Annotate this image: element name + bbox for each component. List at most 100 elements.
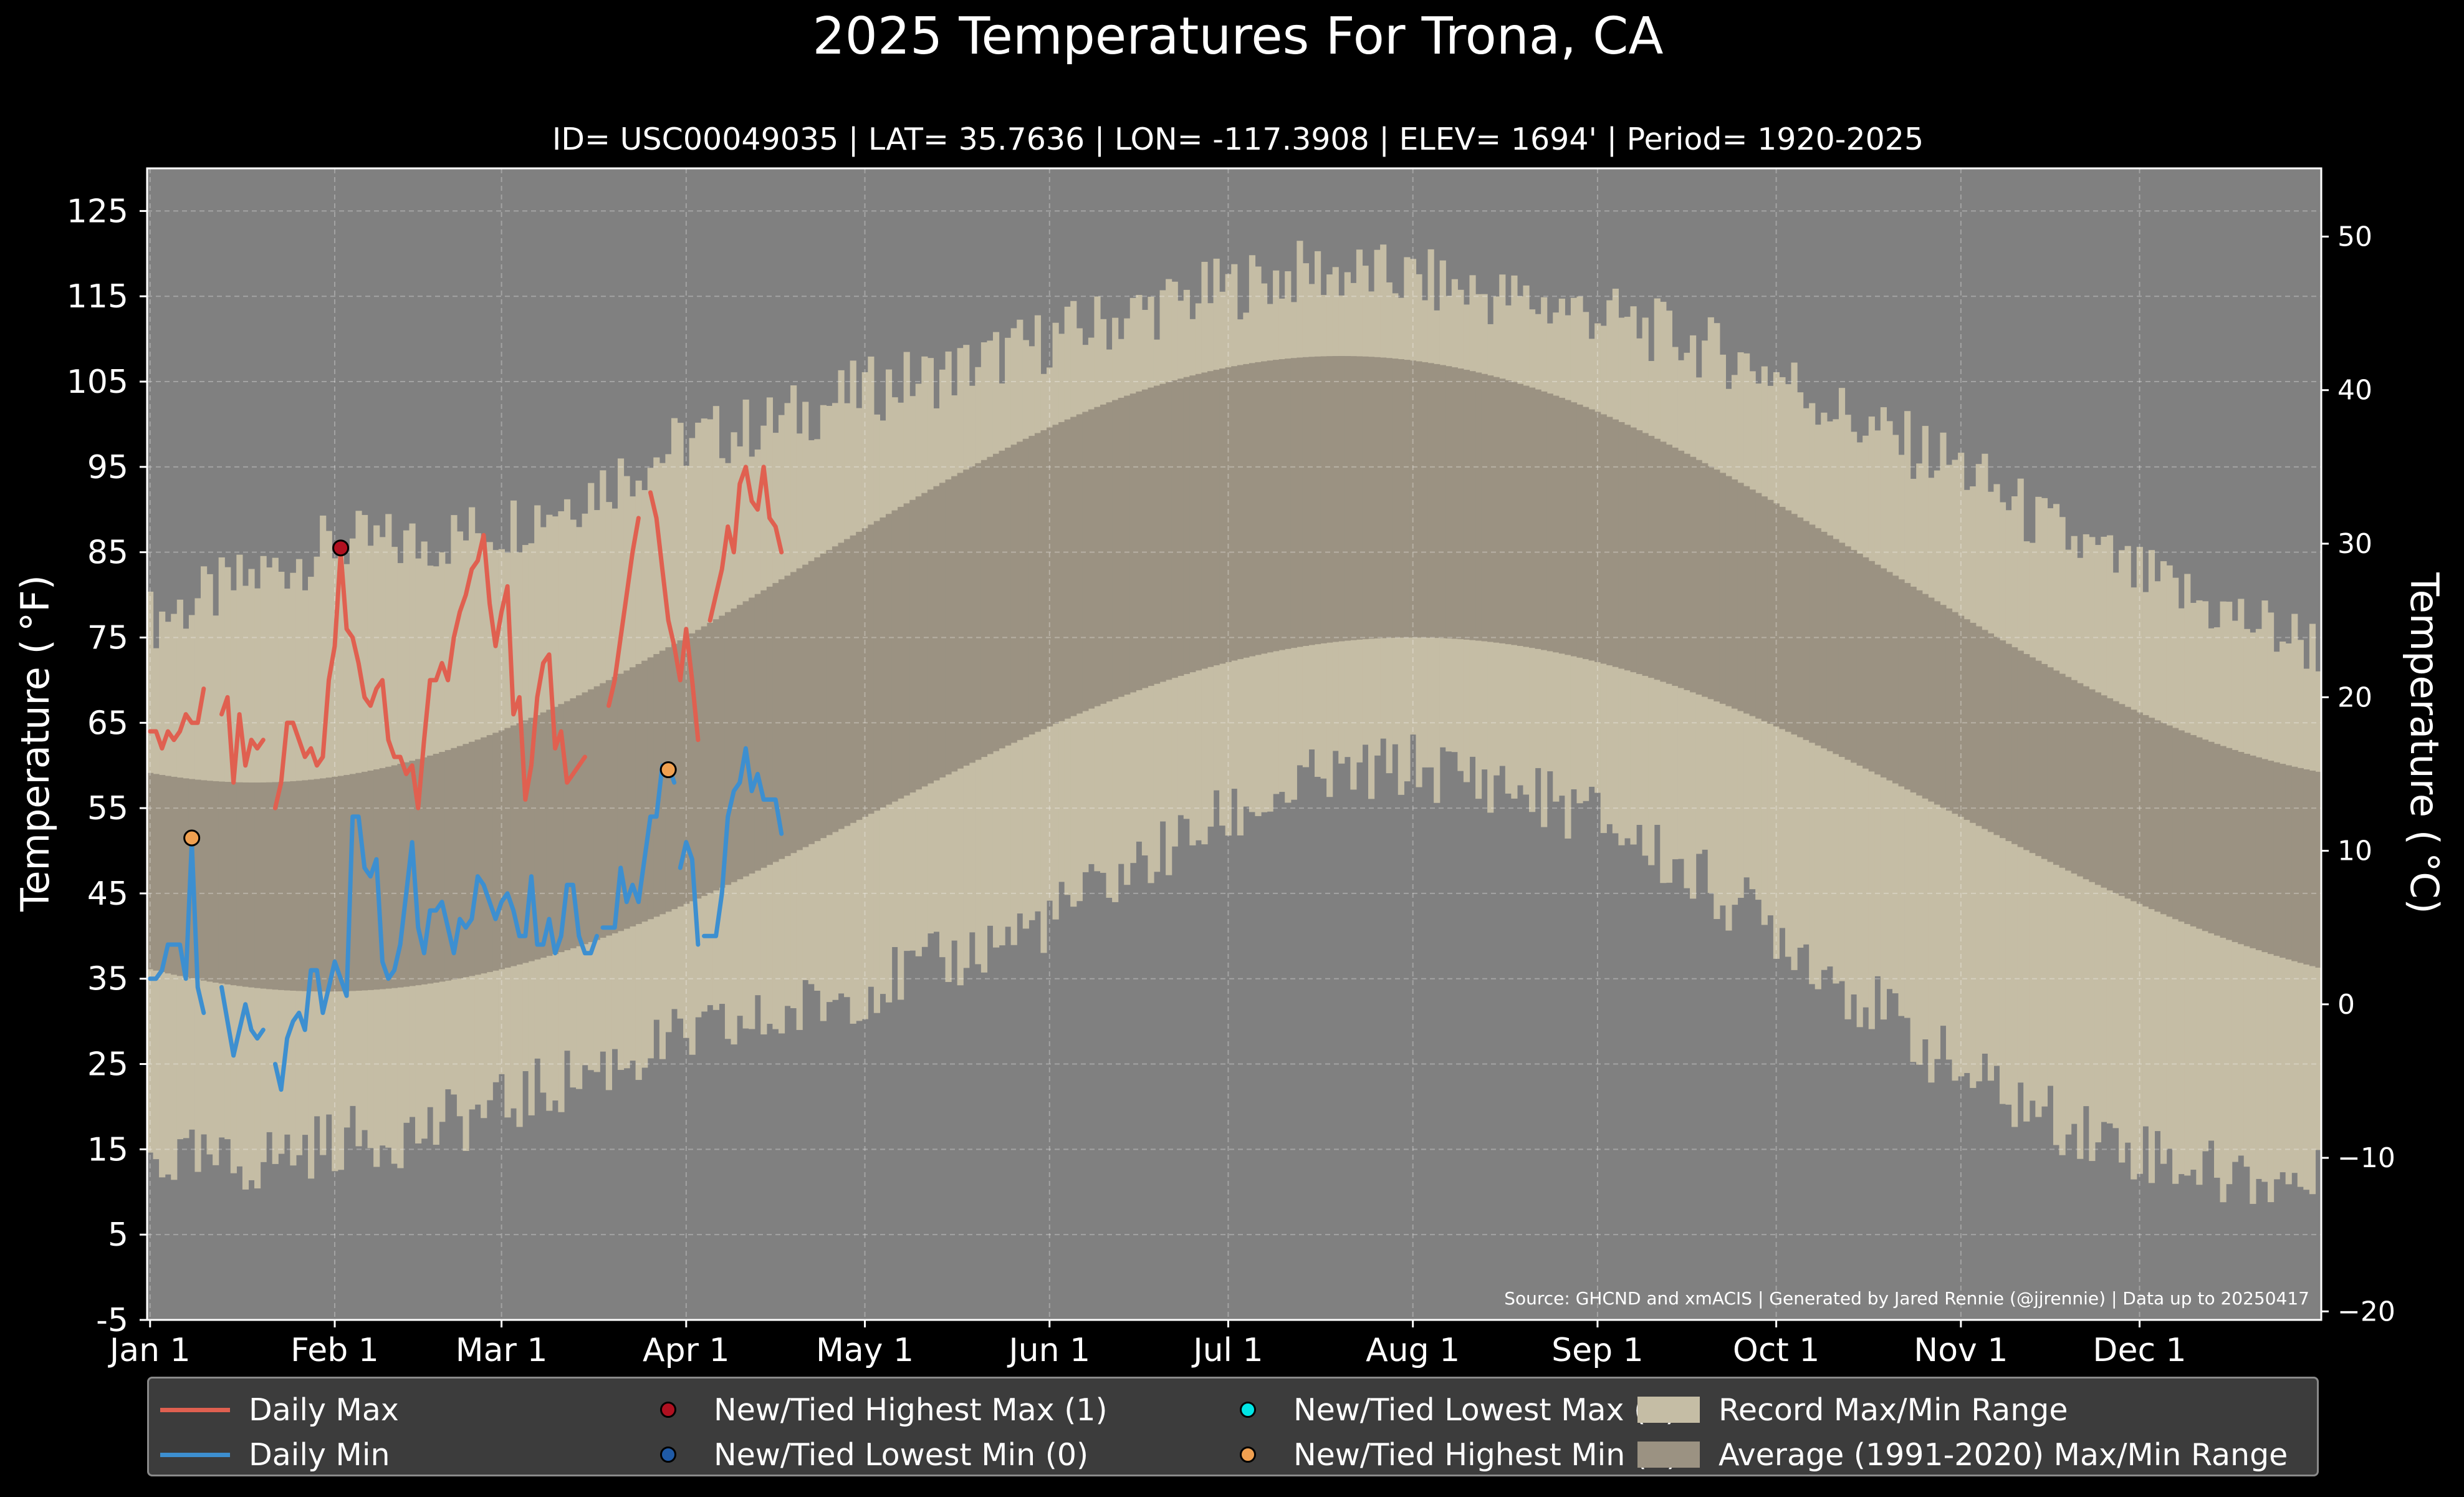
x-tick-label: Dec 1 [2092, 1332, 2186, 1369]
y-axis-label-left: Temperature ( °F) [12, 575, 58, 912]
normal-range-bar [534, 715, 541, 960]
normal-range-bar [552, 706, 558, 955]
normal-range-bar [802, 564, 809, 847]
normal-range-bar [302, 780, 309, 991]
normal-range-bar [814, 557, 821, 841]
normal-range-bar [1702, 463, 1709, 697]
normal-range-bar [1141, 389, 1149, 688]
normal-range-bar [456, 746, 464, 979]
normal-range-bar [415, 759, 422, 986]
normal-range-bar [1409, 360, 1417, 638]
normal-range-bar [820, 554, 827, 839]
normal-range-bar [1189, 375, 1196, 673]
normal-range-bar [969, 466, 976, 763]
normal-range-bar [593, 686, 600, 940]
y-tick-label-f: 85 [87, 534, 128, 572]
normal-range-bar [647, 657, 654, 920]
normal-range-bar [1350, 356, 1357, 640]
normal-range-bar [1725, 476, 1732, 706]
normal-range-bar [1297, 357, 1303, 647]
daily-min-line [702, 746, 784, 938]
normal-range-bar [1880, 568, 1887, 777]
normal-range-bar [528, 718, 535, 961]
normal-range-bar [1112, 400, 1119, 700]
y-tick-label-c: 40 [2337, 375, 2372, 407]
normal-range-bar [2047, 667, 2054, 862]
normal-range-bar [1642, 433, 1649, 676]
normal-range-bar [1583, 407, 1589, 660]
normal-range-bar [1052, 425, 1059, 724]
normal-range-bar [992, 453, 1000, 751]
legend-label: New/Tied Highest Min (2) [1293, 1437, 1679, 1473]
normal-range-bar [570, 698, 577, 948]
normal-range-bar [463, 744, 469, 978]
normal-range-bar [635, 664, 642, 925]
normal-range-bar [1940, 605, 1947, 808]
daily-min-line [148, 840, 206, 1015]
normal-range-bar [975, 463, 982, 760]
normal-range-bar [206, 781, 213, 982]
y-tick-label-c: −20 [2337, 1296, 2395, 1327]
legend-entry-high-max: New/Tied Highest Max (1) [660, 1391, 1108, 1428]
normal-range-bar [1677, 450, 1685, 688]
normal-range-bar [2315, 771, 2322, 968]
normal-range-bar [2196, 737, 2203, 929]
normal-range-bar [1624, 425, 1631, 671]
x-tick-label: May 1 [816, 1332, 914, 1369]
normal-range-bar [1463, 370, 1470, 640]
normal-range-bar [2023, 654, 2030, 850]
normal-range-bar [1261, 361, 1268, 654]
normal-range-bar [1862, 557, 1869, 769]
normal-range-bar [2261, 759, 2268, 953]
normal-range-bar [2083, 686, 2089, 880]
normal-range-bar [540, 712, 547, 958]
normal-range-bar [1416, 361, 1422, 638]
normal-range-bar [1017, 441, 1023, 740]
normal-range-bar [1690, 456, 1697, 693]
normal-range-bar [201, 780, 208, 981]
normal-range-bar [963, 469, 970, 766]
normal-range-bar [999, 450, 1005, 749]
normal-range-bar [915, 496, 922, 790]
normal-range-bar [1588, 409, 1595, 661]
normal-range-bar [266, 782, 273, 989]
normal-range-bars [147, 355, 2322, 992]
normal-range-bar [1392, 359, 1399, 638]
normal-range-bar [1874, 564, 1881, 775]
normal-range-bar [605, 680, 612, 936]
normal-range-bar [314, 779, 320, 992]
normal-range-bar [546, 710, 553, 956]
legend-item-daily-min: Daily Min [149, 1436, 390, 1473]
normal-range-bar [2303, 769, 2310, 965]
normal-range-bar [2166, 725, 2173, 917]
normal-range-bar [1570, 402, 1578, 657]
x-tick-label: Mar 1 [456, 1332, 548, 1369]
new-high-max-marker-icon [660, 1402, 676, 1418]
normal-range-bar [278, 782, 285, 990]
normal-range-bar [1856, 554, 1863, 766]
normal-range-bar [1397, 359, 1404, 638]
normal-range-bar [385, 766, 392, 989]
normal-range-bar [1022, 438, 1029, 738]
legend-label: New/Tied Lowest Min (0) [714, 1437, 1089, 1473]
normal-range-bar [362, 771, 368, 991]
legend-label: Daily Max [249, 1392, 399, 1428]
normal-range-bar [582, 692, 588, 945]
legend-entry-high-min: New/Tied Highest Min (2) [1240, 1436, 1678, 1473]
normal-range-bar [1797, 517, 1804, 738]
daily-max-line [648, 490, 701, 743]
normal-range-bar [1171, 380, 1178, 678]
normal-range-bar [891, 510, 898, 802]
normal-range-bar [2011, 647, 2018, 844]
normal-range-bar [153, 774, 160, 971]
normal-range-bar [1439, 365, 1446, 638]
normal-range-bar [2029, 657, 2036, 854]
normal-range-bar [611, 676, 618, 933]
normal-range-bar [1225, 367, 1232, 662]
normal-range-bar [1814, 528, 1821, 746]
normal-range-bar [1505, 380, 1512, 645]
normal-range-bar [1553, 395, 1560, 653]
normal-range-bar [1499, 378, 1506, 643]
normal-range-bar [885, 514, 893, 805]
normal-range-bar [1469, 371, 1476, 640]
